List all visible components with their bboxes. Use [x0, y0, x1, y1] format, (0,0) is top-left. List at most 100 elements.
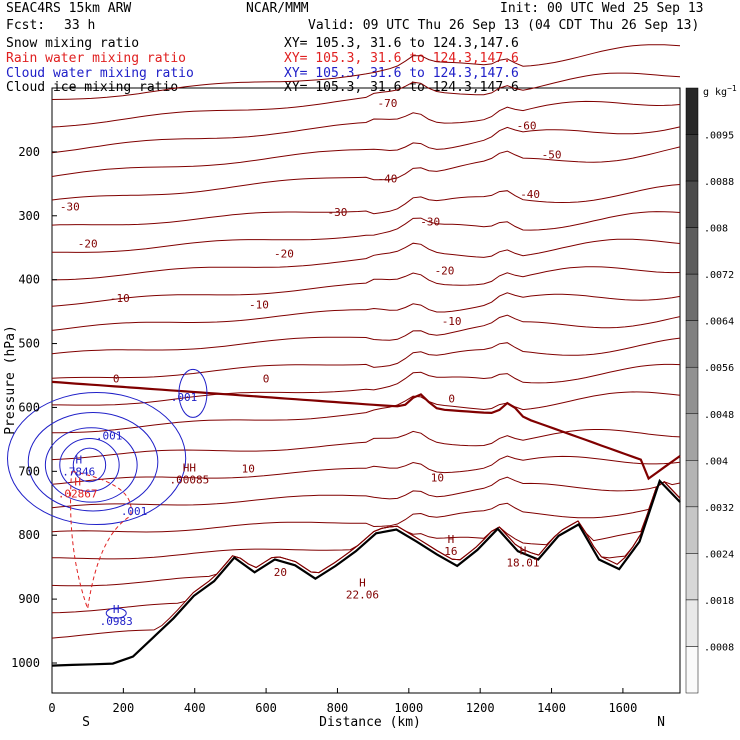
- extremum-value: .02867: [58, 487, 98, 500]
- extremum-marker: H: [448, 533, 455, 546]
- colorbar-label: .0024: [704, 549, 734, 560]
- isotherm-label: -10: [110, 292, 130, 305]
- cloud-water-contour: [72, 447, 107, 483]
- extremum-value: 16: [444, 545, 457, 558]
- colorbar-label: .0088: [704, 177, 734, 188]
- plot-frame: [51, 87, 681, 694]
- colorbar-label: .008: [704, 224, 728, 235]
- valid-label: Valid: 09 UTC Thu 26 Sep 13 (04 CDT Thu …: [308, 18, 700, 33]
- colorbar-swatch: [685, 320, 699, 368]
- forecast-label: Fcst:: [6, 18, 46, 33]
- cloud-water-contour: [44, 427, 138, 503]
- field-cloudwater-xy: XY= 105.3, 31.6 to 124.3,147.6: [284, 66, 519, 81]
- isotherm-line: [51, 146, 681, 201]
- isotherm-label: -20: [435, 265, 455, 278]
- field-snow-xy: XY= 105.3, 31.6 to 124.3,147.6: [284, 36, 519, 51]
- cloud-water-contour: [105, 607, 127, 619]
- colorbar-swatch: [685, 506, 699, 554]
- isotherm-label: -50: [542, 148, 562, 161]
- field-cloudwater-name: Cloud water mixing ratio: [6, 66, 194, 81]
- isotherm-line: [51, 44, 681, 100]
- isotherm-label: 10: [431, 472, 444, 485]
- colorbar-unit: g kg−1: [703, 84, 737, 98]
- y-tick-label: 1000: [11, 656, 40, 670]
- isotherm-label: 0: [113, 373, 120, 386]
- isotherm-line: [51, 72, 681, 128]
- contour-labels: -70 -60 -50 -40 -40 -30 -30 -30 -20 -20 -20 -10 -10 -…: [58, 97, 562, 628]
- colorbar-swatch: [685, 87, 699, 135]
- y-tick-label: 500: [18, 337, 40, 351]
- isotherm-line: [51, 481, 681, 639]
- isotherm-line: [51, 100, 681, 154]
- isotherm-label: -40: [520, 188, 540, 201]
- y-tick-label: 700: [18, 464, 40, 478]
- colorbar-label: .0032: [704, 503, 734, 514]
- x-axis-title: Distance (km): [319, 715, 421, 730]
- x-tick-label: 1600: [608, 701, 637, 715]
- colorbar-label: .0048: [704, 410, 734, 421]
- cloud-water-contour: [59, 438, 120, 492]
- isotherm-label: -20: [274, 247, 294, 260]
- isotherm-line: [51, 292, 681, 331]
- y-tick-label: 300: [18, 209, 40, 223]
- extremum-marker: HH: [183, 461, 196, 474]
- colorbar-swatch: [685, 553, 699, 601]
- field-rain-name: Rain water mixing ratio: [6, 51, 187, 66]
- forecast-value: 33 h: [64, 18, 96, 33]
- extremum-value: .7846: [62, 466, 95, 479]
- colorbar-swatch: [685, 227, 699, 275]
- extremum-marker: H: [520, 544, 527, 557]
- isotherm-line: [51, 211, 681, 253]
- init-label: Init: 00 UTC Wed 25 Sep 13: [500, 1, 704, 16]
- colorbar-swatch: [685, 273, 699, 321]
- colorbar-swatch: [685, 180, 699, 228]
- isotherm-line: [51, 184, 681, 226]
- isotherm-label: -20: [78, 238, 98, 251]
- colorbar-swatch: [685, 599, 699, 647]
- isotherm-line: [51, 238, 681, 281]
- isotherm-label: 0: [263, 373, 270, 386]
- x-tick-label: 1400: [537, 701, 566, 715]
- colorbar: .0095 .0088 .008 .0072 .0064 .0056 .0048 .004 .0…: [685, 87, 734, 694]
- isotherm-line: [51, 481, 681, 533]
- x-tick-label: 200: [113, 701, 135, 715]
- rain-water-contour: [70, 470, 132, 609]
- endpoint-north: N: [657, 715, 665, 730]
- isotherm-label: 10: [242, 463, 255, 476]
- colorbar-label: .0064: [704, 317, 734, 328]
- colorbar-label: .004: [704, 456, 728, 467]
- isotherm-label: -70: [377, 97, 397, 110]
- colorbar-unit-exponent: −1: [727, 84, 737, 93]
- y-tick-label: 900: [18, 592, 40, 606]
- y-tick-label: 600: [18, 400, 40, 414]
- isotherm-line: [52, 391, 681, 434]
- extremum-marker: H: [113, 603, 120, 616]
- isotherm-label: -40: [377, 173, 397, 186]
- colorbar-label: .0018: [704, 596, 734, 607]
- isotherm-label: -60: [517, 120, 537, 133]
- isotherm-label: 0: [448, 392, 455, 405]
- cloud-water-contour: [178, 368, 208, 418]
- colorbar-label: .0056: [704, 363, 734, 374]
- center-label: NCAR/MMM: [246, 1, 309, 16]
- extremum-marker: H: [359, 576, 366, 589]
- moisture-contours: [7, 368, 208, 619]
- y-tick-label: 200: [18, 145, 40, 159]
- colorbar-label: .0095: [704, 131, 734, 142]
- cloud-water-contour: [7, 392, 187, 526]
- cloud-water-label: .001: [171, 391, 198, 404]
- cloud-water-label: .001: [121, 505, 148, 518]
- colorbar-swatch: [685, 413, 699, 461]
- extremum-marker: H: [74, 475, 81, 488]
- y-tick-label: 400: [18, 273, 40, 287]
- x-tick-label: 800: [327, 701, 349, 715]
- colorbar-label: .0072: [704, 270, 734, 281]
- isotherm-label: -30: [60, 201, 80, 214]
- colorbar-swatch: [685, 460, 699, 508]
- x-tick-label: 1000: [394, 701, 423, 715]
- zero-isotherm-line: [51, 380, 681, 481]
- terrain-line: [51, 478, 681, 667]
- isotherm-label: 20: [274, 566, 287, 579]
